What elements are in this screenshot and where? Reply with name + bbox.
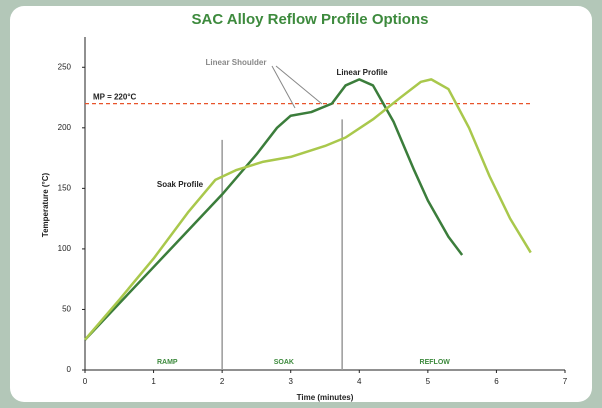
y-tick-label: 250 [58, 62, 72, 71]
x-tick-label: 4 [357, 377, 362, 386]
series-line [84, 78, 532, 341]
x-axis-label: Time (minutes) [297, 393, 354, 402]
y-tick-label: 150 [58, 183, 72, 192]
y-tick-label: 200 [58, 123, 72, 132]
x-tick-label: 5 [426, 377, 431, 386]
annotation-arrow [271, 65, 296, 109]
series-line [84, 78, 464, 341]
x-tick-label: 1 [151, 377, 156, 386]
zone-label: REFLOW [420, 359, 451, 366]
x-tick-label: 7 [563, 377, 568, 386]
threshold-label: MP = 220°C [93, 93, 137, 102]
series-label: Linear Profile [336, 68, 388, 77]
chart-title: SAC Alloy Reflow Profile Options [192, 11, 429, 28]
x-tick-label: 6 [494, 377, 499, 386]
y-tick-label: 0 [67, 365, 72, 374]
zone-label: SOAK [274, 359, 294, 366]
y-axis-label: Temperature (°C) [41, 172, 50, 237]
y-tick-label: 50 [62, 305, 71, 314]
zone-label: RAMP [157, 359, 178, 366]
annotation-arrow [275, 65, 323, 105]
series-label: Soak Profile [157, 180, 204, 189]
x-tick-label: 0 [83, 377, 88, 386]
y-tick-label: 100 [58, 244, 72, 253]
annotation: Linear Shoulder [206, 58, 267, 67]
x-tick-label: 3 [288, 377, 293, 386]
panel [10, 6, 592, 402]
x-tick-label: 2 [220, 377, 225, 386]
